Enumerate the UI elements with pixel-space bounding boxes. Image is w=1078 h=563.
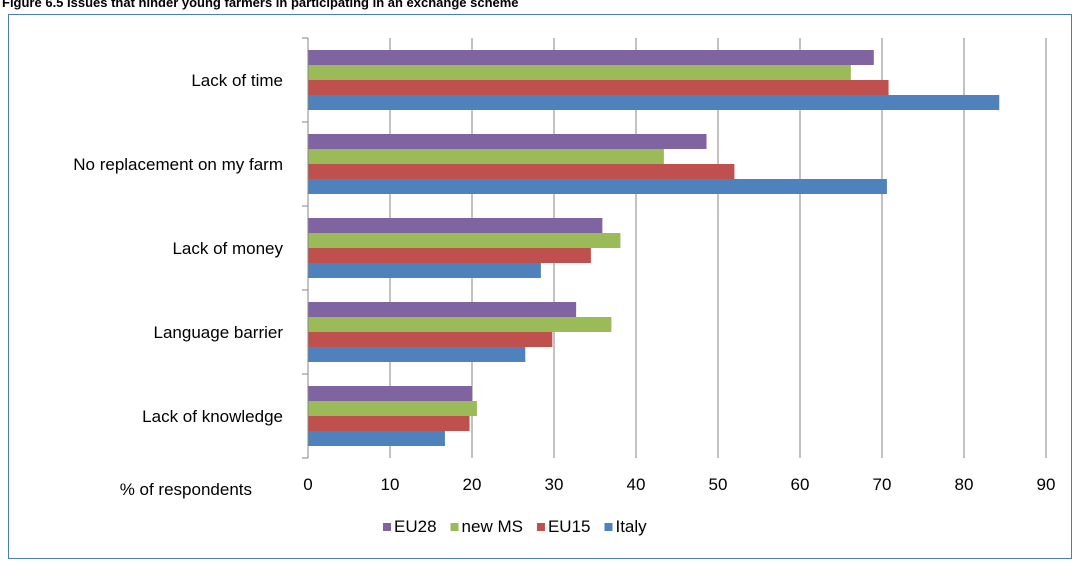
bar: [308, 263, 541, 278]
legend-swatch: [604, 523, 613, 531]
bar: [308, 233, 621, 248]
bar: [308, 431, 445, 446]
legend-swatch: [536, 523, 545, 531]
bar: [308, 50, 874, 65]
legend-swatch: [450, 523, 459, 531]
bar-group: [308, 50, 1000, 446]
category-label: Lack of money: [172, 239, 283, 258]
figure-title: Figure 6.5 Issues that hinder young farm…: [2, 0, 519, 10]
x-tick-label: 90: [1037, 475, 1056, 494]
bar: [308, 134, 707, 149]
x-tick-label: 60: [791, 475, 810, 494]
bar: [308, 332, 553, 347]
category-label: Lack of time: [191, 71, 283, 90]
legend-label: new MS: [462, 517, 523, 536]
x-tick-label: 70: [873, 475, 892, 494]
x-tick-label: 30: [545, 475, 564, 494]
legend: EU28 new MS EU15 Italy: [383, 517, 647, 536]
x-axis-title: % of respondents: [120, 480, 252, 499]
bar: [308, 149, 664, 164]
bar: [308, 347, 526, 362]
legend-label: EU28: [394, 517, 437, 536]
x-tick-label: 50: [709, 475, 728, 494]
bar: [308, 317, 612, 332]
category-label: Lack of knowledge: [142, 407, 283, 426]
bar: [308, 218, 603, 233]
category-label: Language barrier: [154, 323, 284, 342]
bar: [308, 386, 472, 401]
chart-frame: [8, 14, 1072, 559]
bar: [308, 416, 470, 431]
bar: [308, 248, 591, 263]
category-label: No replacement on my farm: [73, 155, 283, 174]
x-tick-label: 10: [381, 475, 400, 494]
labels: 0 10 20 30 40 50 60 70 80 90 Lack of time No replac…: [73, 71, 1055, 499]
bar: [308, 164, 735, 179]
bar: [308, 95, 1000, 110]
legend-label: Italy: [615, 517, 647, 536]
x-tick-label: 40: [627, 475, 646, 494]
bar: [308, 65, 851, 80]
bar: [308, 401, 477, 416]
legend-swatch: [383, 523, 391, 531]
x-tick-label: 20: [463, 475, 482, 494]
bar: [308, 302, 577, 317]
bar: [308, 80, 889, 95]
bar: [308, 179, 887, 194]
x-tick-label: 80: [955, 475, 974, 494]
axes: [302, 37, 309, 459]
legend-label: EU15: [548, 517, 591, 536]
x-tick-label: 0: [303, 475, 312, 494]
